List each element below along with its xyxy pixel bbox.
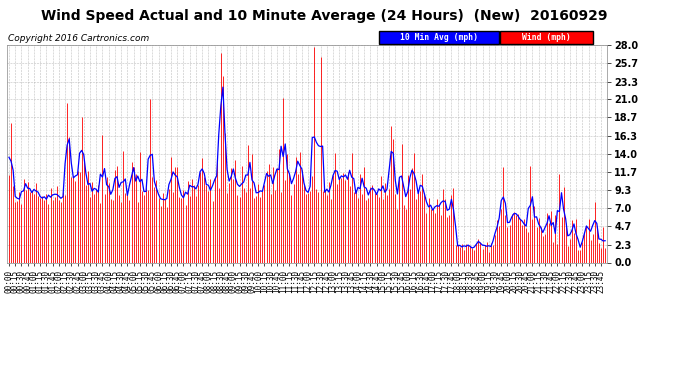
- Text: Copyright 2016 Cartronics.com: Copyright 2016 Cartronics.com: [8, 34, 149, 43]
- Text: 10 Min Avg (mph): 10 Min Avg (mph): [400, 33, 478, 42]
- FancyBboxPatch shape: [379, 31, 499, 44]
- Text: Wind Speed Actual and 10 Minute Average (24 Hours)  (New)  20160929: Wind Speed Actual and 10 Minute Average …: [41, 9, 608, 23]
- Text: Wind (mph): Wind (mph): [522, 33, 571, 42]
- FancyBboxPatch shape: [500, 31, 593, 44]
